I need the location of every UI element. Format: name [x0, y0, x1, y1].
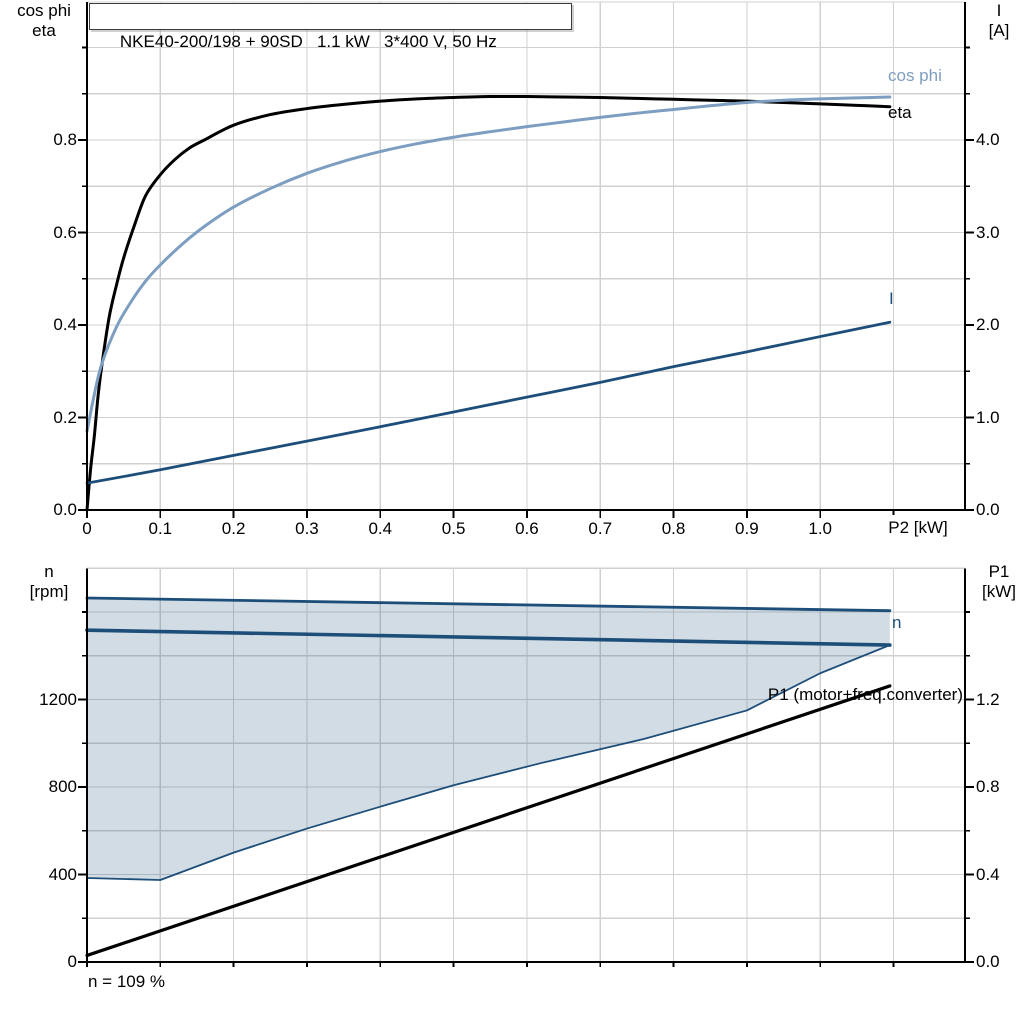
tick-label: 0.5	[441, 519, 466, 538]
chart-title-box: NKE40-200/198 + 90SD 1.1 kW 3*400 V, 50 …	[89, 3, 572, 51]
p1-curve-label: P1 (motor+freq.converter)	[767, 685, 963, 704]
tick-label: 0.7	[588, 519, 613, 538]
tick-label: 1.0	[976, 407, 1000, 427]
tick-label: 0.4	[368, 519, 393, 538]
tick-label: 0.9	[735, 519, 759, 538]
top-chart-x-axis-label: P2 [kW]	[888, 518, 948, 537]
speed-curve-label: n	[892, 613, 902, 632]
tick-label: 2.0	[976, 315, 1000, 334]
ylabel-cos-phi: cos phi	[17, 1, 71, 20]
top-chart-left-axis-label: cos phi eta	[4, 1, 84, 41]
tick-label: 0.6	[515, 519, 539, 538]
chart-title: NKE40-200/198 + 90SD 1.1 kW 3*400 V, 50 …	[119, 32, 497, 51]
tick-label: 0.4	[976, 864, 1000, 884]
tick-label: 0.8	[53, 130, 77, 149]
tick-label: 400	[48, 864, 77, 884]
tick-label: 4.0	[976, 130, 1000, 149]
ylabel-current-unit: [A]	[988, 21, 1010, 40]
tick-label: 0.6	[53, 222, 77, 242]
tick-label: 0	[67, 952, 77, 971]
bottom-chart-right-axis-label: P1 [kW]	[976, 562, 1022, 602]
ylabel-speed-unit: [rpm]	[29, 582, 69, 601]
tick-label: 0.0	[53, 500, 77, 519]
ylabel-eta: eta	[32, 21, 56, 40]
tick-label: 0.0	[976, 952, 1000, 971]
tick-label: 0.3	[295, 519, 319, 538]
tick-label: 0.1	[148, 519, 173, 538]
tick-label: 0.8	[661, 519, 686, 538]
speed-percentage-note: n = 109 %	[88, 972, 166, 991]
eta-curve-label: eta	[888, 103, 912, 122]
tick-label: 1200	[39, 689, 77, 709]
ylabel-p1: P1	[988, 562, 1010, 581]
top-chart-right-axis-label: I [A]	[976, 1, 1022, 41]
tick-label: 0	[82, 519, 92, 538]
tick-label: 1.2	[976, 689, 1000, 709]
cos-phi-curve-label: cos phi	[888, 66, 942, 85]
bottom-chart-left-axis-label: n [rpm]	[14, 562, 84, 602]
tick-label: 1.0	[808, 519, 832, 538]
tick-label: 0.8	[976, 777, 1000, 796]
tick-label: 0.2	[221, 519, 246, 538]
tick-label: 3.0	[976, 222, 1000, 242]
tick-label: 800	[48, 777, 77, 796]
current-curve-label: I	[889, 289, 894, 308]
ylabel-p1-unit: [kW]	[982, 582, 1016, 601]
tick-label: 0.0	[976, 500, 1000, 519]
ylabel-speed: n	[44, 562, 54, 581]
ylabel-current: I	[996, 1, 1002, 20]
tick-label: 0.4	[53, 315, 77, 334]
tick-label: 0.2	[53, 407, 77, 427]
